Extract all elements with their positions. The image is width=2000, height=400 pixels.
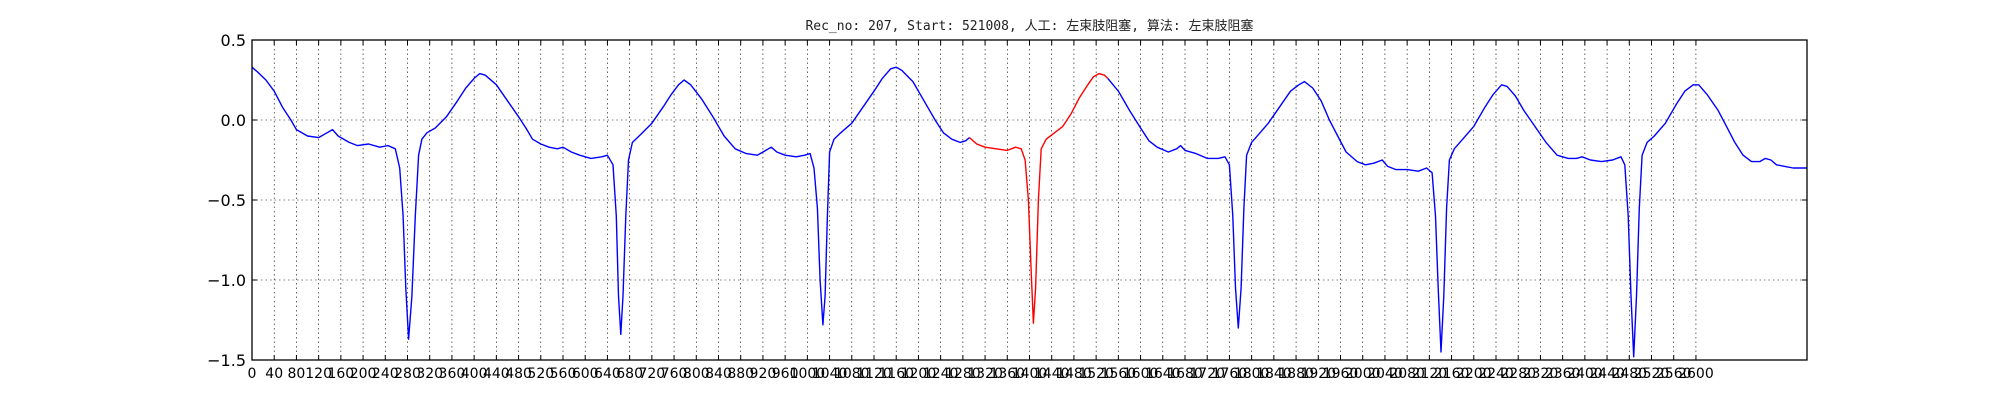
x-tick-label: 2360 xyxy=(1545,366,1581,382)
x-tick-label: 40 xyxy=(265,366,283,382)
x-tick-label: 2560 xyxy=(1656,366,1692,382)
x-tick-label: 1120 xyxy=(856,366,892,382)
x-tick-label: 800 xyxy=(683,366,710,382)
x-tick-label: 2200 xyxy=(1456,366,1492,382)
x-tick-label: 1320 xyxy=(967,366,1003,382)
x-tick-label: 1000 xyxy=(790,366,826,382)
x-tick-label: 2000 xyxy=(1345,366,1381,382)
chart-title: Rec_no: 207, Start: 521008, 人工: 左束肢阻塞, 算… xyxy=(805,19,1254,34)
x-tick-label: 920 xyxy=(750,366,777,382)
x-tick-label: 2480 xyxy=(1611,366,1647,382)
x-tick-label: 960 xyxy=(772,366,799,382)
x-tick-label: 1080 xyxy=(834,366,870,382)
x-tick-label: 1200 xyxy=(901,366,937,382)
x-tick-label: 1520 xyxy=(1078,366,1114,382)
x-tick-label: 1360 xyxy=(989,366,1025,382)
x-tick-label: 1720 xyxy=(1189,366,1225,382)
x-tick-label: 2040 xyxy=(1367,366,1403,382)
x-tick-label: 1240 xyxy=(923,366,959,382)
axis-ticks: 0 40 80 12016020024028032036040044048052056… xyxy=(207,31,1807,382)
x-tick-label: 1480 xyxy=(1056,366,1092,382)
x-tick-label: 1560 xyxy=(1101,366,1137,382)
x-tick-label: 360 xyxy=(439,366,466,382)
x-tick-label: 1640 xyxy=(1145,366,1181,382)
y-tick-label: −1.0 xyxy=(207,271,246,290)
x-tick-label: 1040 xyxy=(812,366,848,382)
x-tick-label: 1280 xyxy=(945,366,981,382)
x-tick-label: 1800 xyxy=(1234,366,1270,382)
x-tick-label: 320 xyxy=(416,366,443,382)
x-tick-label: 1400 xyxy=(1012,366,1048,382)
plot-frame xyxy=(251,39,1808,361)
x-tick-label: 880 xyxy=(727,366,754,382)
x-tick-label: 200 xyxy=(350,366,377,382)
x-tick-label: 840 xyxy=(705,366,732,382)
x-tick-label: 2120 xyxy=(1412,366,1448,382)
y-tick-label: −0.5 xyxy=(207,191,246,210)
x-tick-label: 1600 xyxy=(1123,366,1159,382)
x-tick-label: 1880 xyxy=(1278,366,1314,382)
x-tick-label: 2280 xyxy=(1500,366,1536,382)
x-tick-label: 560 xyxy=(550,366,577,382)
x-tick-label: 2600 xyxy=(1678,366,1714,382)
x-tick-label: 2320 xyxy=(1523,366,1559,382)
x-tick-label: 1840 xyxy=(1256,366,1292,382)
x-tick-label: 0 xyxy=(248,366,257,382)
x-tick-label: 2080 xyxy=(1389,366,1425,382)
x-tick-label: 1160 xyxy=(878,366,914,382)
grid-lines xyxy=(251,39,1807,361)
x-tick-label: 400 xyxy=(461,366,488,382)
x-tick-label: 2240 xyxy=(1478,366,1514,382)
x-tick-label: 120 xyxy=(305,366,332,382)
ecg-series-line xyxy=(969,72,1109,324)
y-tick-label: 0.5 xyxy=(221,31,246,50)
ecg-series xyxy=(251,66,1807,358)
x-tick-label: 680 xyxy=(616,366,643,382)
x-tick-label: 520 xyxy=(527,366,554,382)
x-tick-label: 1920 xyxy=(1300,366,1336,382)
ecg-series-line xyxy=(1107,77,1807,358)
x-tick-label: 2160 xyxy=(1434,366,1470,382)
x-tick-label: 240 xyxy=(372,366,399,382)
x-tick-label: 1760 xyxy=(1212,366,1248,382)
x-tick-label: 440 xyxy=(483,366,510,382)
x-tick-label: 2520 xyxy=(1634,366,1670,382)
y-tick-label: −1.5 xyxy=(207,351,246,370)
x-tick-label: 640 xyxy=(594,366,621,382)
x-tick-label: 1960 xyxy=(1323,366,1359,382)
ecg-series-line xyxy=(251,66,970,340)
x-tick-label: 480 xyxy=(505,366,532,382)
x-tick-label: 280 xyxy=(394,366,421,382)
x-tick-label: 80 xyxy=(288,366,306,382)
x-tick-label: 760 xyxy=(661,366,688,382)
x-tick-label: 600 xyxy=(572,366,599,382)
x-tick-label: 2440 xyxy=(1589,366,1625,382)
x-tick-label: 1440 xyxy=(1034,366,1070,382)
x-tick-label: 1680 xyxy=(1167,366,1203,382)
y-tick-label: 0.0 xyxy=(221,111,246,130)
x-tick-label: 160 xyxy=(327,366,354,382)
x-tick-label: 720 xyxy=(638,366,665,382)
x-tick-label: 2400 xyxy=(1567,366,1603,382)
